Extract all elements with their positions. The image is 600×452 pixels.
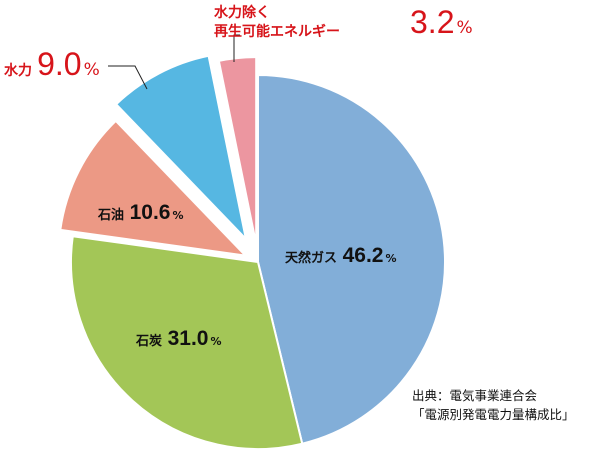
- label-name-line1: 水力除く: [214, 5, 270, 21]
- label-oil: 石油 10.6%: [98, 201, 184, 225]
- slice-gas: [257, 73, 446, 445]
- label-value: 46.2: [342, 244, 384, 267]
- slice-hydro: [114, 54, 248, 243]
- label-value: 9.0: [37, 46, 82, 82]
- label-unit: %: [83, 60, 100, 80]
- label-unit: %: [172, 209, 184, 222]
- label-coal: 石炭 31.0%: [136, 327, 222, 351]
- leader-line-renewable: [233, 34, 240, 62]
- label-renewable-value: 3.2%: [410, 4, 473, 41]
- slice-oil: [59, 119, 249, 258]
- label-name-line2: 再生可能エネルギー: [214, 24, 340, 40]
- label-name: 天然ガス: [285, 251, 338, 266]
- label-name: 石炭: [136, 334, 163, 349]
- label-unit: %: [456, 18, 473, 38]
- label-value: 10.6: [129, 201, 171, 224]
- label-gas: 天然ガス 46.2%: [285, 244, 397, 268]
- slice-renewable: [217, 56, 258, 245]
- source-line1: 出典：電気事業連合会: [412, 388, 538, 403]
- slice-coal: [70, 235, 304, 450]
- source-note: 出典：電気事業連合会 「電源別発電電力量構成比」: [412, 386, 575, 424]
- label-hydro: 水力 9.0%: [4, 46, 100, 83]
- label-name: 水力: [4, 63, 32, 79]
- label-unit: %: [210, 335, 222, 348]
- label-name: 石油: [98, 208, 125, 223]
- leader-line-hydro: [108, 65, 148, 90]
- label-unit: %: [385, 252, 397, 265]
- label-value: 3.2: [410, 4, 455, 40]
- source-line2: 「電源別発電電力量構成比」: [412, 407, 575, 422]
- label-renewable: 水力除く 再生可能エネルギー: [214, 4, 340, 42]
- label-value: 31.0: [167, 327, 209, 350]
